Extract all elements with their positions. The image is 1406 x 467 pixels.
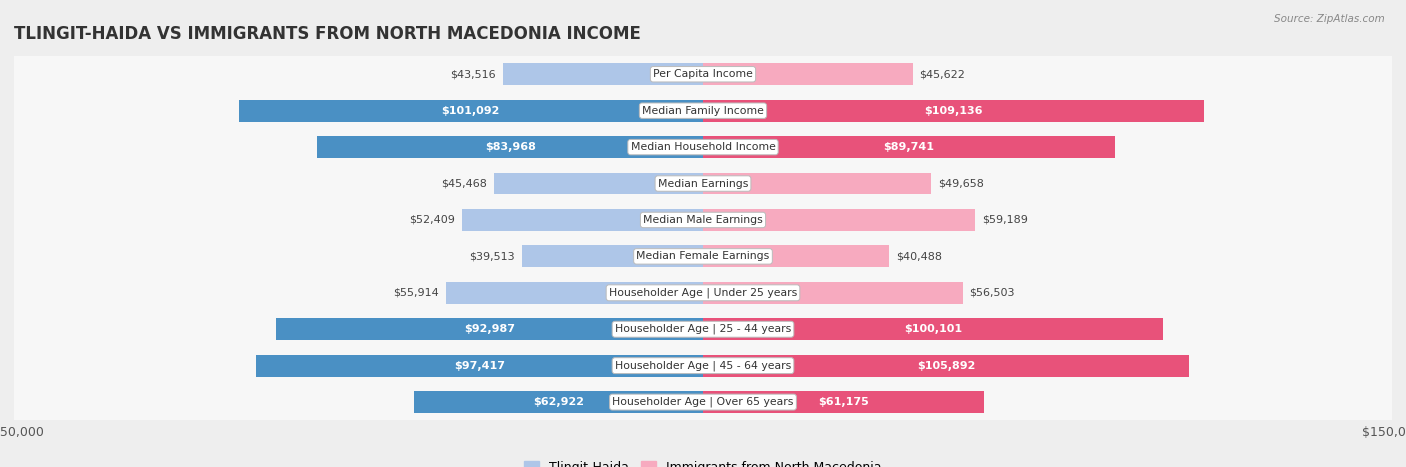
Text: $39,513: $39,513 (470, 251, 515, 262)
Text: $55,914: $55,914 (394, 288, 439, 298)
Text: $40,488: $40,488 (896, 251, 942, 262)
Text: $61,175: $61,175 (818, 397, 869, 407)
Text: $83,968: $83,968 (485, 142, 536, 152)
Text: Median Household Income: Median Household Income (630, 142, 776, 152)
Text: Householder Age | Over 65 years: Householder Age | Over 65 years (612, 397, 794, 407)
Text: $43,516: $43,516 (450, 69, 496, 79)
Legend: Tlingit-Haida, Immigrants from North Macedonia: Tlingit-Haida, Immigrants from North Mac… (519, 456, 887, 467)
Bar (703, 136, 1115, 158)
Bar (239, 100, 703, 121)
Text: $100,101: $100,101 (904, 324, 962, 334)
FancyBboxPatch shape (4, 0, 1402, 467)
Text: $59,189: $59,189 (981, 215, 1028, 225)
Bar (503, 64, 703, 85)
Text: Median Male Earnings: Median Male Earnings (643, 215, 763, 225)
Text: Source: ZipAtlas.com: Source: ZipAtlas.com (1274, 14, 1385, 24)
FancyBboxPatch shape (4, 0, 1402, 467)
Text: $101,092: $101,092 (441, 106, 501, 116)
Text: $97,417: $97,417 (454, 361, 505, 371)
Bar (703, 391, 984, 413)
Text: Median Family Income: Median Family Income (643, 106, 763, 116)
Text: Per Capita Income: Per Capita Income (652, 69, 754, 79)
Bar (318, 136, 703, 158)
Text: $45,468: $45,468 (441, 178, 488, 189)
Text: Median Earnings: Median Earnings (658, 178, 748, 189)
Bar (494, 173, 703, 194)
Bar (446, 282, 703, 304)
Bar (256, 355, 703, 376)
Text: $89,741: $89,741 (883, 142, 935, 152)
Bar (703, 318, 1163, 340)
Text: $92,987: $92,987 (464, 324, 515, 334)
Text: $52,409: $52,409 (409, 215, 456, 225)
Bar (463, 209, 703, 231)
Text: $49,658: $49,658 (938, 178, 984, 189)
Text: $45,622: $45,622 (920, 69, 966, 79)
Text: Householder Age | Under 25 years: Householder Age | Under 25 years (609, 288, 797, 298)
Bar (703, 100, 1205, 121)
FancyBboxPatch shape (4, 0, 1402, 467)
Bar (703, 282, 963, 304)
Text: $62,922: $62,922 (533, 397, 583, 407)
FancyBboxPatch shape (4, 0, 1402, 467)
FancyBboxPatch shape (4, 0, 1402, 467)
Bar (413, 391, 703, 413)
Bar (276, 318, 703, 340)
FancyBboxPatch shape (4, 0, 1402, 467)
Text: $105,892: $105,892 (917, 361, 976, 371)
Text: Householder Age | 25 - 44 years: Householder Age | 25 - 44 years (614, 324, 792, 334)
Bar (703, 64, 912, 85)
Text: Householder Age | 45 - 64 years: Householder Age | 45 - 64 years (614, 361, 792, 371)
Text: $109,136: $109,136 (924, 106, 983, 116)
Bar (703, 209, 974, 231)
Bar (703, 355, 1189, 376)
FancyBboxPatch shape (4, 0, 1402, 467)
FancyBboxPatch shape (4, 0, 1402, 467)
Bar (522, 246, 703, 267)
Bar (703, 173, 931, 194)
Text: TLINGIT-HAIDA VS IMMIGRANTS FROM NORTH MACEDONIA INCOME: TLINGIT-HAIDA VS IMMIGRANTS FROM NORTH M… (14, 25, 641, 43)
FancyBboxPatch shape (4, 0, 1402, 467)
Text: $56,503: $56,503 (969, 288, 1015, 298)
Bar (703, 246, 889, 267)
Text: Median Female Earnings: Median Female Earnings (637, 251, 769, 262)
FancyBboxPatch shape (4, 0, 1402, 467)
